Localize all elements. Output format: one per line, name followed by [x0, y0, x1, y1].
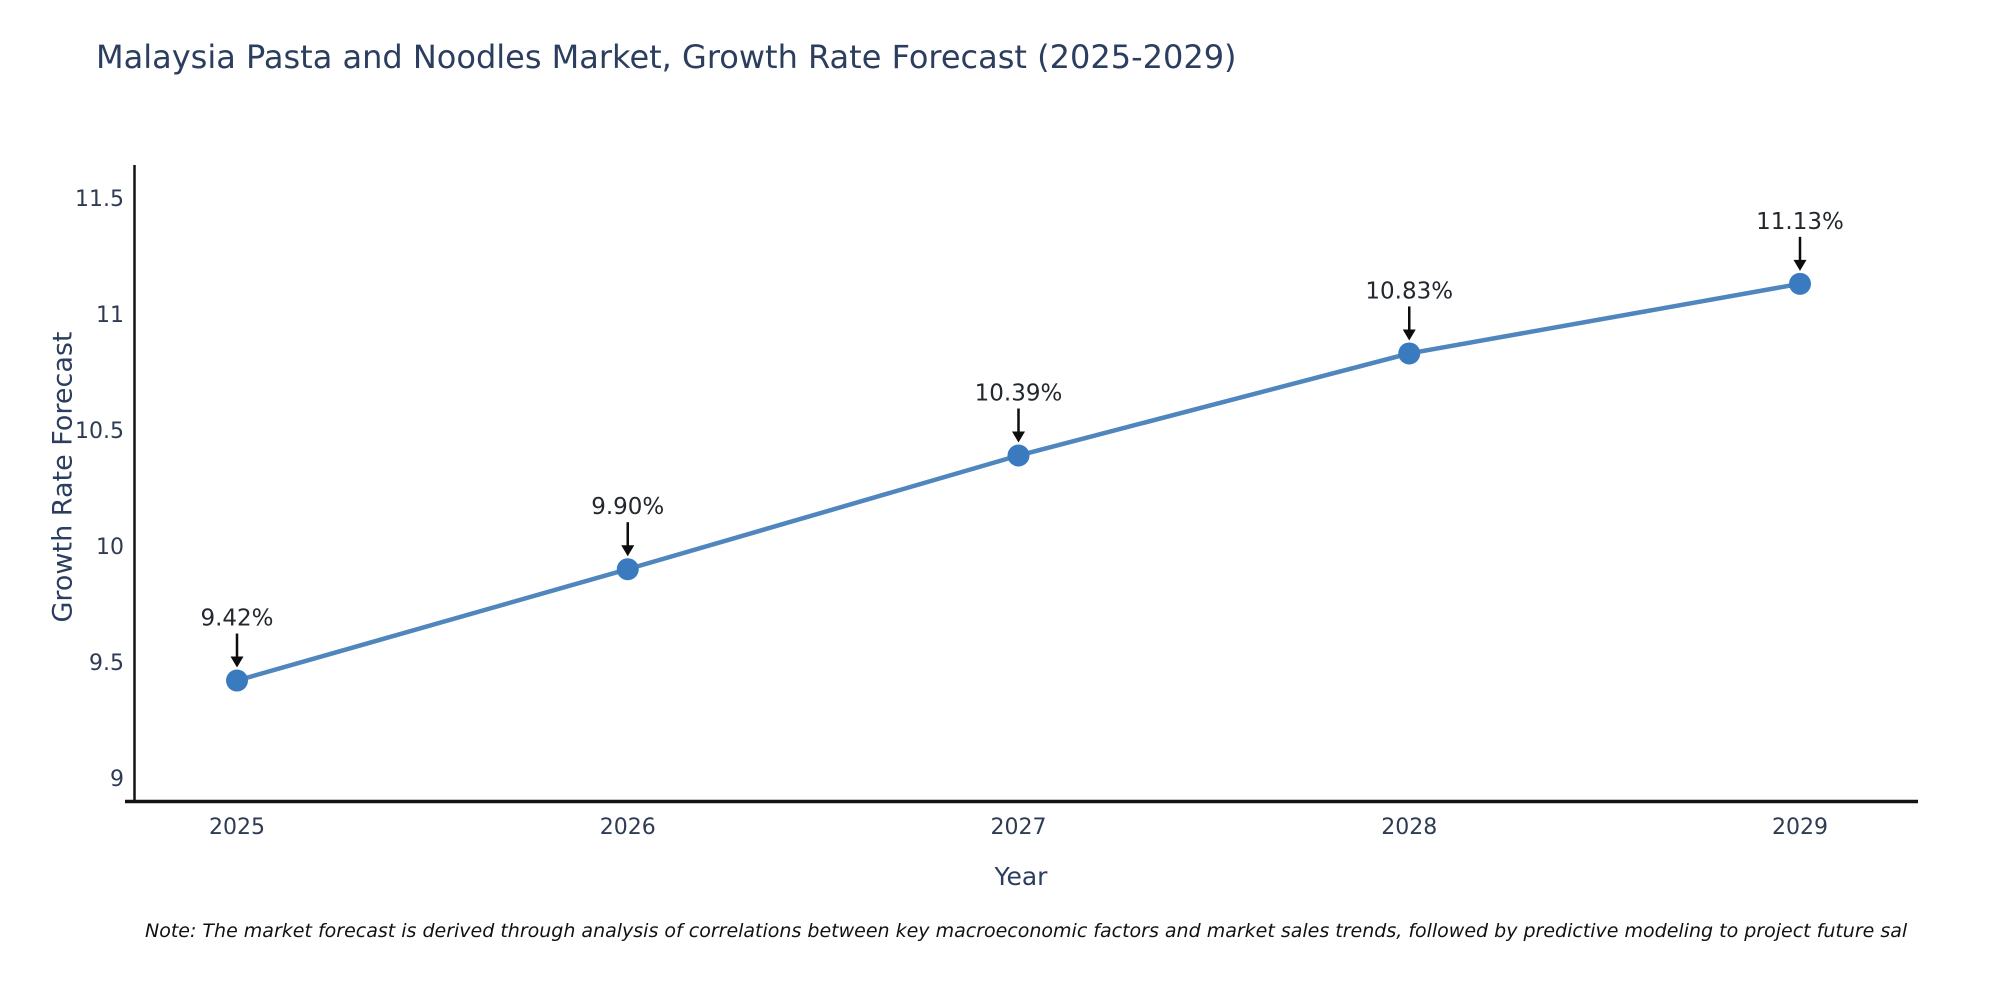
y-tick-label: 9.5: [89, 651, 124, 676]
data-point-label: 9.42%: [200, 606, 273, 632]
x-tick-label: 2027: [991, 815, 1047, 840]
data-point-label: 10.83%: [1365, 278, 1453, 304]
data-point-marker: [616, 558, 639, 581]
annotation-arrow-head: [230, 656, 244, 668]
data-point-marker: [226, 669, 248, 692]
data-point-label: 11.13%: [1756, 209, 1844, 235]
x-tick-label: 2026: [600, 815, 656, 840]
annotation-arrow-head: [1402, 329, 1416, 341]
y-tick-label: 9: [110, 767, 124, 792]
data-point-label: 10.39%: [975, 381, 1063, 407]
x-tick-label: 2028: [1381, 815, 1437, 840]
data-point-marker: [1789, 272, 1811, 295]
forecast-line: [234, 281, 1803, 683]
y-tick-label: 10.5: [75, 419, 124, 444]
y-tick-label: 10: [96, 535, 124, 560]
annotation-arrow-head: [1793, 259, 1807, 271]
y-axis-title: Growth Rate Forecast: [47, 331, 79, 623]
data-point-marker: [1398, 342, 1421, 365]
chart-title: Malaysia Pasta and Noodles Market, Growt…: [96, 38, 1237, 76]
data-point-marker: [1007, 444, 1030, 467]
annotation-arrow-head: [621, 545, 635, 557]
x-tick-label: 2029: [1772, 815, 1828, 840]
annotation-arrow-head: [1012, 431, 1025, 443]
footnote-text: Note: The market forecast is derived thr…: [145, 920, 1908, 942]
x-axis-title: Year: [994, 862, 1048, 891]
y-tick-label: 11.5: [75, 187, 124, 212]
x-tick-label: 2025: [209, 815, 265, 840]
data-point-label: 9.90%: [591, 494, 664, 520]
y-tick-label: 11: [96, 303, 124, 328]
